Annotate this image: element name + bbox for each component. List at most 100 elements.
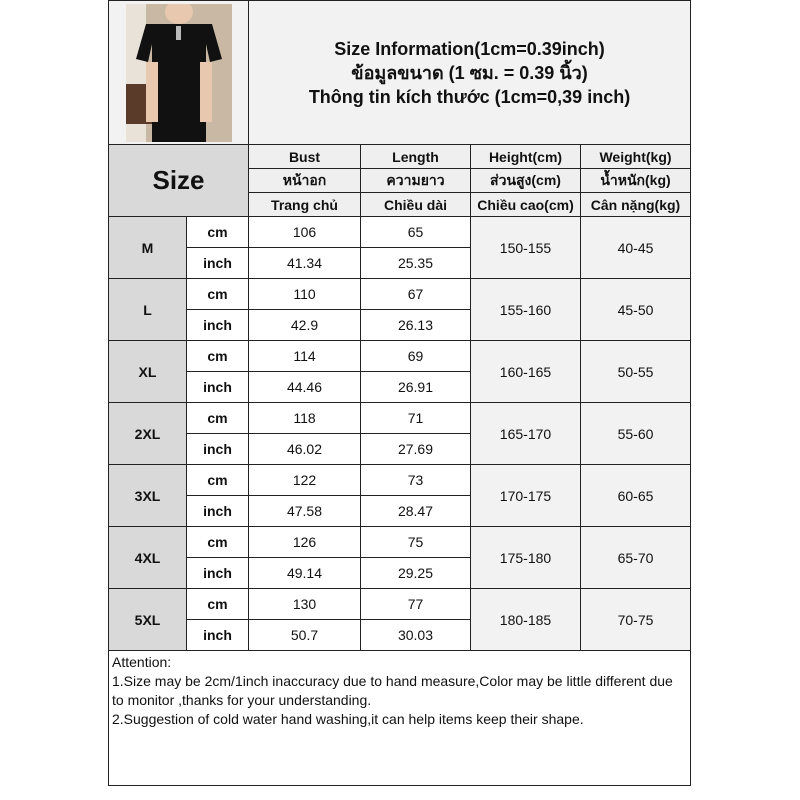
unit-label: inch	[186, 309, 249, 341]
length-value: 28.47	[360, 495, 471, 527]
bust-value: 46.02	[248, 433, 361, 465]
column-header: Length	[360, 144, 471, 169]
size-label: L	[108, 278, 187, 341]
column-header: Cân nặng(kg)	[579, 192, 692, 217]
size-label: 2XL	[108, 402, 187, 465]
unit-label: inch	[186, 557, 249, 589]
table-row: inch 46.02 27.69	[109, 433, 691, 465]
header-row: Trang chủ Chiều dài Chiều cao(cm) Cân nặng(…	[109, 192, 692, 217]
length-value: 26.91	[360, 371, 471, 403]
weight-range: 50-55	[579, 340, 692, 403]
header-row: Size Bust Length Height(cm) Weight(kg)	[108, 144, 692, 217]
table-row: inch 47.58 28.47	[109, 495, 691, 527]
column-header: น้ำหนัก(kg)	[579, 168, 692, 193]
length-value: 69	[360, 340, 471, 372]
size-label: 5XL	[108, 588, 187, 651]
table-row: XL cm 114 69 160-165 50-55	[108, 340, 692, 403]
note-2: 2.Suggestion of cold water hand washing,…	[112, 711, 584, 727]
length-value: 26.13	[360, 309, 471, 341]
bust-value: 50.7	[248, 619, 361, 651]
attention-notes: Attention: 1.Size may be 2cm/1inch inaccu…	[107, 650, 692, 786]
length-value: 73	[360, 464, 471, 496]
length-value: 75	[360, 526, 471, 558]
column-header: Height(cm)	[470, 144, 581, 169]
bust-value: 130	[248, 588, 361, 620]
column-header: Weight(kg)	[579, 144, 692, 169]
length-value: 27.69	[360, 433, 471, 465]
table-row: 5XL cm 130 77 180-185 70-75	[108, 588, 692, 651]
table-row: inch 49.14 29.25	[109, 557, 691, 589]
column-header: ความยาว	[360, 168, 471, 193]
length-value: 65	[360, 216, 471, 248]
product-image-cell	[108, 0, 249, 145]
column-header: Trang chủ	[248, 192, 361, 217]
title-vi: Thông tin kích thước (1cm=0,39 inch)	[308, 86, 631, 107]
size-header: Size	[108, 144, 249, 217]
length-value: 29.25	[360, 557, 471, 589]
height-range: 180-185	[470, 588, 581, 651]
column-header: ส่วนสูง(cm)	[470, 168, 581, 193]
unit-label: cm	[186, 526, 249, 558]
attention-heading: Attention:	[112, 654, 172, 670]
table-row: inch 42.9 26.13	[109, 309, 691, 341]
title-th: ข้อมูลขนาด (1 ซม. = 0.39 นิ้ว)	[351, 62, 588, 83]
column-header: Chiều cao(cm)	[470, 192, 581, 217]
height-range: 155-160	[470, 278, 581, 341]
weight-range: 60-65	[579, 464, 692, 527]
unit-label: cm	[186, 464, 249, 496]
bust-value: 106	[248, 216, 361, 248]
length-value: 71	[360, 402, 471, 434]
size-label: 3XL	[108, 464, 187, 527]
unit-label: cm	[186, 588, 249, 620]
bust-value: 118	[248, 402, 361, 434]
weight-range: 40-45	[579, 216, 692, 279]
bust-value: 122	[248, 464, 361, 496]
bust-value: 110	[248, 278, 361, 310]
title-en: Size Information(1cm=0.39inch)	[334, 38, 605, 59]
bust-value: 44.46	[248, 371, 361, 403]
unit-label: cm	[186, 402, 249, 434]
bust-value: 126	[248, 526, 361, 558]
unit-label: cm	[186, 278, 249, 310]
table-row: inch 44.46 26.91	[109, 371, 691, 403]
height-range: 170-175	[470, 464, 581, 527]
column-header: Bust	[248, 144, 361, 169]
height-range: 150-155	[470, 216, 581, 279]
unit-label: inch	[186, 433, 249, 465]
unit-label: cm	[186, 216, 249, 248]
size-label: 4XL	[108, 526, 187, 589]
product-photo	[125, 3, 232, 142]
bust-value: 42.9	[248, 309, 361, 341]
bust-value: 47.58	[248, 495, 361, 527]
header-row: หน้าอก ความยาว ส่วนสูง(cm) น้ำหนัก(kg)	[109, 168, 692, 193]
title-cell: Size Information(1cm=0.39inch) ข้อมูลขนา…	[247, 0, 692, 145]
unit-label: inch	[186, 247, 249, 279]
weight-range: 55-60	[579, 402, 692, 465]
unit-label: cm	[186, 340, 249, 372]
length-value: 25.35	[360, 247, 471, 279]
weight-range: 70-75	[579, 588, 692, 651]
size-table: Size Information(1cm=0.39inch) ข้อมูลขนา…	[107, 0, 692, 786]
unit-label: inch	[186, 495, 249, 527]
height-range: 175-180	[470, 526, 581, 589]
note-1: 1.Size may be 2cm/1inch inaccuracy due t…	[112, 673, 673, 708]
bust-value: 114	[248, 340, 361, 372]
bust-value: 49.14	[248, 557, 361, 589]
length-value: 67	[360, 278, 471, 310]
length-value: 77	[360, 588, 471, 620]
weight-range: 65-70	[579, 526, 692, 589]
size-label: M	[108, 216, 187, 279]
unit-label: inch	[186, 371, 249, 403]
length-value: 30.03	[360, 619, 471, 651]
table-row: 4XL cm 126 75 175-180 65-70	[108, 526, 692, 589]
size-chart: Size Information(1cm=0.39inch) ข้อมูลขนา…	[107, 0, 692, 800]
weight-range: 45-50	[579, 278, 692, 341]
column-header: หน้าอก	[248, 168, 361, 193]
unit-label: inch	[186, 619, 249, 651]
bust-value: 41.34	[248, 247, 361, 279]
height-range: 165-170	[470, 402, 581, 465]
table-row: 2XL cm 118 71 165-170 55-60	[108, 402, 692, 465]
height-range: 160-165	[470, 340, 581, 403]
